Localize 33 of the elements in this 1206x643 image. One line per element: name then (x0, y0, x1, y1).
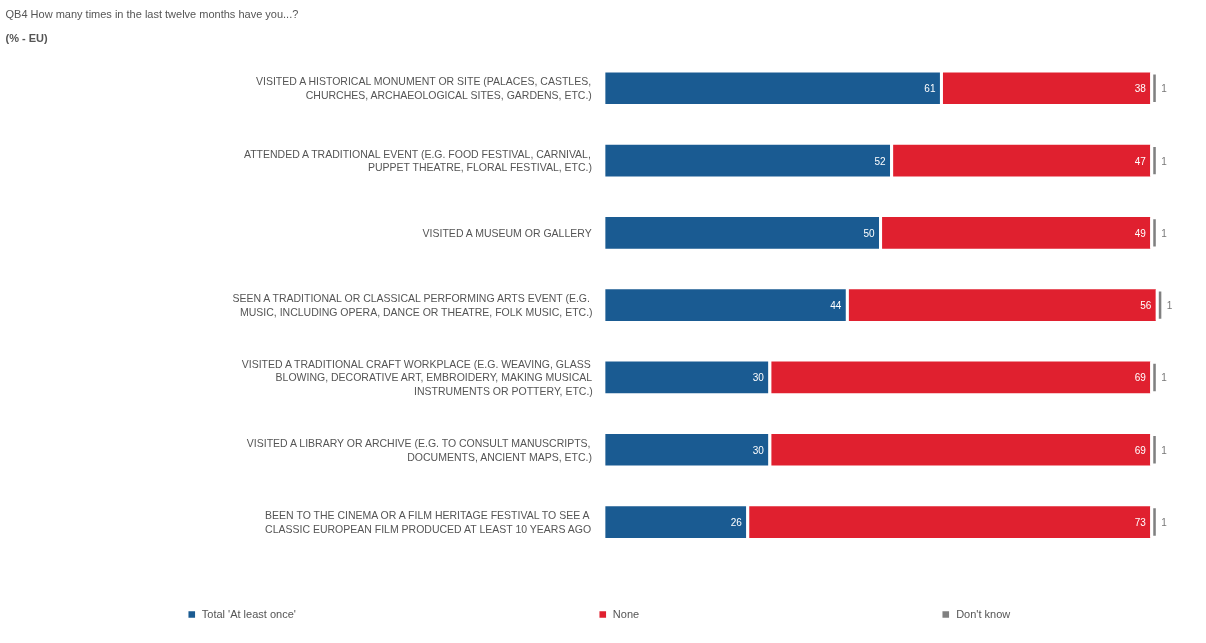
data-label: 73 (1134, 517, 1147, 529)
y-tick-label: VISITED A HISTORICAL MONUMENT OR SITE (PALACES, CASTLES, CHURCHES, ARCHAEOLOGICAL SITES, GARDENS, ETC.) (255, 75, 592, 102)
data-label: 38 (1134, 83, 1147, 95)
y-tick-label: VISITED A TRADITIONAL CRAFT WORKPLACE (E.G. WEAVING, GLASS BLOWING, DECORATIVE ART, EMBROIDERY, MAKING MUSICAL INSTRUMENTS OR POTTERY, ETC.) (241, 357, 593, 398)
data-label: 56 (1140, 300, 1152, 312)
y-tick-label: SEEN A TRADITIONAL OR CLASSICAL PERFORMING ARTS EVENT (E.G. MUSIC, INCLUDING OPERA, DANCE OR THEATRE, FOLK MUSIC, ETC.) (232, 292, 593, 319)
y-tick-label: ATTENDED A TRADITIONAL EVENT (E.G. FOOD FESTIVAL, CARNIVAL, PUPPET THEATRE, FLORAL FESTIVAL, ETC.) (243, 147, 593, 174)
data-label: 50 (863, 227, 876, 239)
data-label: 1 (1161, 444, 1168, 456)
data-label: 1 (1161, 227, 1168, 239)
data-label: 1 (1161, 155, 1168, 167)
data-label: 30 (752, 444, 765, 456)
text: (% - EU) (5, 31, 48, 44)
data-label: 49 (1134, 227, 1147, 239)
data-label: 47 (1134, 155, 1147, 167)
data-label: 69 (1134, 372, 1147, 384)
data-label: 1 (1161, 517, 1168, 529)
data-label: 26 (730, 517, 743, 529)
data-label: 69 (1134, 444, 1147, 456)
legend-label: Don't know (956, 608, 1011, 620)
y-tick-label: VISITED A MUSEUM OR GALLERY (422, 226, 592, 239)
y-tick-label: VISITED A LIBRARY OR ARCHIVE (E.G. TO CONSULT MANUSCRIPTS, DOCUMENTS, ANCIENT MAPS, ETC.) (246, 436, 593, 463)
y-tick-label: BEEN TO THE CINEMA OR A FILM HERITAGE FESTIVAL TO SEE A CLASSIC EUROPEAN FILM PRODUCED AT LEAST 10 YEARS AGO (265, 509, 592, 535)
text: QB4 How many times in the last twelve months have you...? (5, 7, 299, 20)
data-label: 44 (830, 300, 842, 312)
data-label: 1 (1166, 300, 1173, 312)
data-label: 61 (924, 83, 936, 95)
data-label: 1 (1161, 83, 1168, 95)
data-label: 30 (752, 372, 765, 384)
data-label: 52 (874, 155, 887, 167)
data-label: 1 (1161, 372, 1168, 384)
legend-label: Total 'At least once' (201, 608, 296, 620)
legend-label: None (612, 608, 640, 620)
